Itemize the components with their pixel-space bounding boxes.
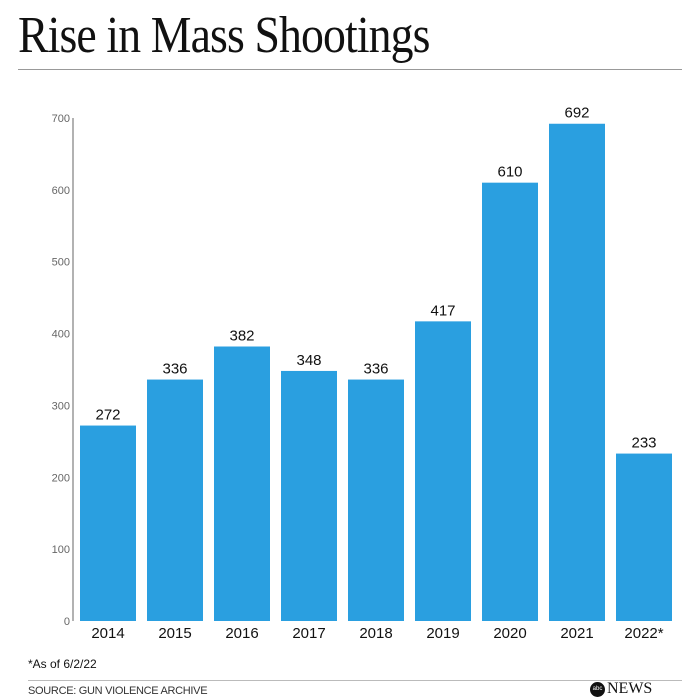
data-label: 382 (229, 328, 254, 345)
x-tick-label: 2016 (225, 625, 258, 642)
y-tick-label: 700 (52, 113, 70, 125)
data-label: 692 (564, 105, 589, 122)
bar-2018 (348, 379, 404, 621)
data-label: 336 (363, 361, 388, 378)
x-tick-label: 2014 (91, 625, 124, 642)
footer-divider (28, 680, 682, 681)
data-label: 336 (162, 361, 187, 378)
footnote: *As of 6/2/22 (28, 657, 97, 671)
x-tick-label: 2020 (493, 625, 526, 642)
data-label: 272 (95, 407, 120, 424)
bar-2020 (482, 182, 538, 621)
source-text: SOURCE: GUN VIOLENCE ARCHIVE (28, 685, 208, 697)
abc-logo-circle: abc (590, 681, 605, 697)
title-divider (18, 69, 682, 70)
x-tick-label: 2018 (359, 625, 392, 642)
bar-2015 (147, 379, 203, 621)
bar-2017 (281, 370, 337, 621)
x-tick-label: 2022* (624, 625, 663, 642)
x-tick-label: 2015 (158, 625, 191, 642)
y-tick-label: 400 (52, 329, 70, 341)
data-label: 610 (497, 164, 522, 181)
data-label: 417 (430, 302, 455, 319)
x-tick-label: 2021 (560, 625, 593, 642)
news-wordmark: NEWS (607, 680, 653, 697)
bar-2022* (616, 453, 672, 621)
y-tick-label: 300 (52, 400, 70, 412)
y-tick-label: 600 (52, 185, 70, 197)
y-tick-label: 100 (52, 544, 70, 556)
x-tick-label: 2019 (426, 625, 459, 642)
data-label: 233 (631, 435, 656, 452)
y-tick-label: 500 (52, 257, 70, 269)
bar-2014 (80, 425, 136, 621)
chart-title: Rise in Mass Shootings (18, 7, 430, 64)
bar-2019 (415, 321, 471, 621)
y-tick-label: 0 (64, 616, 70, 628)
data-label: 348 (296, 352, 321, 369)
bar-2021 (549, 123, 605, 622)
abc-news-logo: abc NEWS (590, 680, 652, 698)
bar-2016 (214, 346, 270, 621)
y-tick-label: 200 (52, 472, 70, 484)
x-tick-label: 2017 (292, 625, 325, 642)
